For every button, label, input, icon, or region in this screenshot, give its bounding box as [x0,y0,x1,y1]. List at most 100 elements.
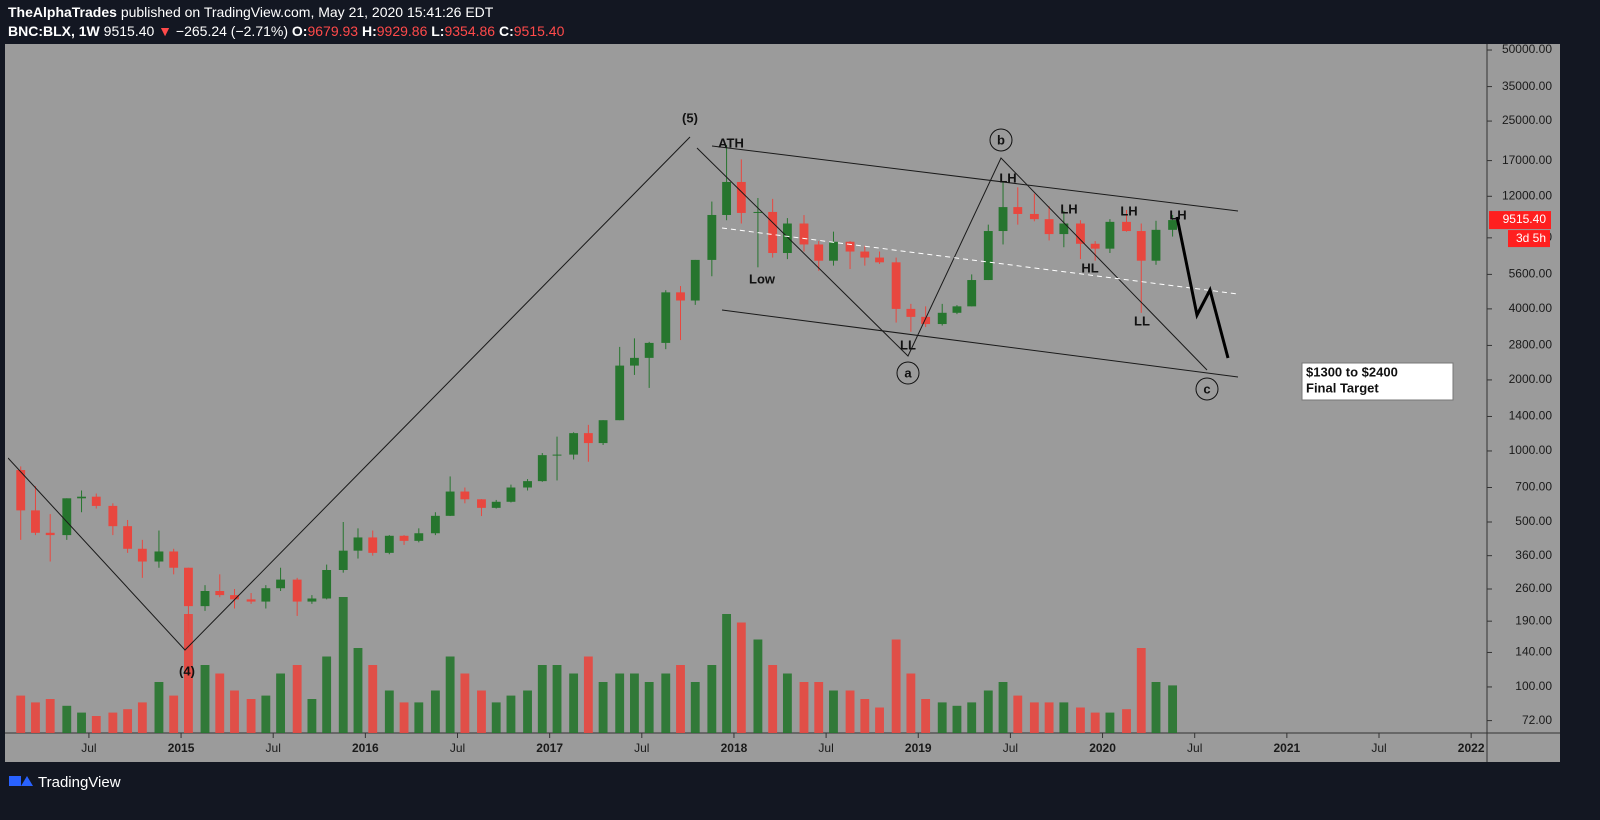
candle-body [169,551,179,568]
drawings [8,136,1239,651]
header-line: TheAlphaTrades published on TradingView.… [8,4,494,20]
candle-body [1151,229,1161,261]
y-tick-label: 1000.00 [1509,443,1553,457]
volume-bar [967,702,977,733]
x-tick-label: 2021 [1273,741,1300,755]
candle-body [906,308,916,317]
countdown-tag [1508,230,1550,248]
volume-bar [1122,709,1131,733]
candle-body [845,241,855,252]
volume-bar [230,690,239,733]
candle-body [338,550,348,571]
y-tick-label: 360.00 [1515,548,1552,562]
published: published on TradingView.com, May 21, 20… [121,4,494,20]
annotation: LH [1120,203,1137,218]
annotation-circle [1195,377,1219,401]
y-tick-label: 2800.00 [1509,338,1553,352]
candle-layer [16,144,1178,633]
candle-body [937,312,947,325]
candle-body [77,496,86,499]
change: −265.24 (−2.71%) [176,23,288,39]
candle-body [707,214,717,260]
candle-body [322,570,332,599]
x-tick-label: Jul [81,741,96,755]
y-tick-label: 260.00 [1515,581,1552,595]
y-tick-label: 5600.00 [1509,267,1553,281]
candle-body [537,455,547,482]
volume-bar [322,656,332,733]
x-tick-label: Jul [1187,741,1202,755]
y-tick-label: 700.00 [1515,480,1552,494]
volume-bar [768,665,778,733]
volume-bar [353,648,363,733]
annotation: ATH [718,135,744,150]
annotation-circle [896,361,920,385]
publisher: TheAlphaTrades [8,4,117,20]
candle-body [1122,221,1131,232]
volume-bar [154,682,164,733]
candle-body [137,548,147,562]
x-tick-label: 2018 [721,741,748,755]
candle-body [952,306,962,313]
volume-bar [368,665,378,733]
candle-body [799,223,809,245]
volume-bar [460,673,470,733]
candle-body [768,211,778,254]
candle-body [62,498,72,536]
volume-bar [615,673,625,733]
x-tick-label: Jul [818,741,833,755]
volume-bar [921,699,931,733]
candle-body [1168,220,1178,230]
volume-bar [736,622,746,733]
annotations: (5) ATH Low LL a b LH LH LH LH HL LL c (4) [179,110,1219,678]
candle-body [1013,207,1023,214]
candle-body [477,499,486,508]
x-tick-label: Jul [450,741,465,755]
y-tick-label: 35000.00 [1502,79,1552,93]
annotation: LL [900,337,916,352]
annotation: LL [1134,313,1150,328]
candle-body [246,599,256,602]
o-label: O: [292,23,308,39]
volume-bar [690,682,700,733]
candle-body [983,231,993,281]
arrow: ▼ [158,23,172,39]
volume-bar [246,699,256,733]
annotation: (4) [179,663,195,678]
candle-body [598,420,608,444]
y-tick-label: 100.00 [1515,679,1552,693]
annotation: HL [1081,260,1098,275]
candle-body [276,579,286,589]
y-tick-label: 500.00 [1515,514,1552,528]
channel-mid [721,227,1239,295]
x-tick-label: 2019 [905,741,932,755]
candle-body [722,181,732,215]
candle-body [16,470,26,511]
volume-bar [491,702,501,733]
c: 9515.40 [514,23,565,39]
brand: TradingView [38,774,121,791]
target-label: Final Target [1306,380,1379,395]
candle-body [108,505,118,527]
candle-body [615,365,625,421]
volume-bar [506,695,516,733]
candle-body [353,537,363,551]
x-tick-label: 2016 [352,741,379,755]
candle-body [814,244,824,261]
volume-bar [937,702,947,733]
y-tick-label: 4000.00 [1509,301,1553,315]
symbol: BNC:BLX, 1W [8,23,101,39]
volume-bar [62,705,72,733]
volume-bar [537,665,547,733]
volume-bar [952,705,962,733]
volume-bar [108,712,118,733]
candle-body [184,567,193,607]
y-tick-label: 72.00 [1522,713,1552,727]
volume-bar [552,665,562,733]
candle-body [123,526,133,549]
volume-bar [16,695,26,733]
l-label: L: [431,23,444,39]
volume-bar [477,690,486,733]
volume-bar [1105,712,1115,733]
candle-body [569,433,579,455]
